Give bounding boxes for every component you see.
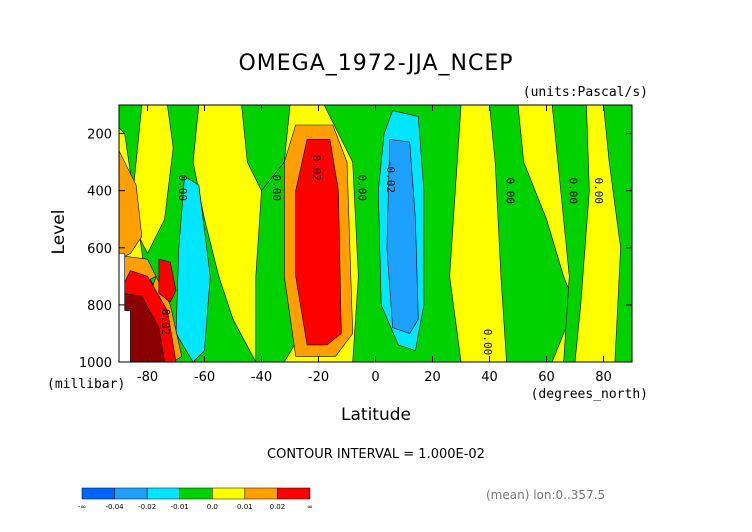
contour-region-17 [158, 258, 177, 303]
x-tick-label: 40 [481, 370, 498, 385]
contour-label: 0.00 [355, 175, 368, 202]
contour-interval-text: CONTOUR INTERVAL = 1.000E-02 [267, 447, 485, 462]
contour-label: 0.00 [176, 175, 189, 202]
colorbar-swatch [277, 487, 311, 500]
contour-label: 0.00 [481, 329, 494, 356]
x-tick-label: -20 [308, 370, 329, 385]
colorbar-swatch [212, 487, 246, 500]
chart-title: OMEGA_1972-JJA_NCEP [238, 51, 513, 76]
units-label: (units:Pascal/s) [523, 85, 648, 100]
x-tick-label: -40 [251, 370, 272, 385]
contour-label: 0.00 [270, 175, 283, 202]
y-axis-label: Level [49, 210, 69, 255]
x-tick-label: 60 [538, 370, 555, 385]
x-unit-label: (degrees_north) [531, 387, 648, 402]
y-tick-label: 400 [87, 185, 112, 200]
y-unit-label: (millibar) [47, 377, 125, 392]
colorbar-label: -0.02 [138, 503, 156, 511]
y-tick-label: 600 [87, 242, 112, 257]
colorbar-swatch [244, 487, 278, 500]
x-axis: -80 -60 -40 -20 0 20 40 60 80 [137, 105, 612, 385]
colorbar-label: ∞ [307, 503, 313, 511]
x-tick-label: -80 [137, 370, 158, 385]
x-tick-label: 80 [595, 370, 612, 385]
y-tick-label: 1000 [79, 356, 112, 371]
colorbar-swatch [114, 487, 148, 500]
x-tick-label: -60 [194, 370, 215, 385]
y-tick-label: 200 [87, 128, 112, 143]
colorbar: -∞ -0.04 -0.02 -0.01 0.0 0.01 0.02 ∞ [78, 487, 313, 511]
colorbar-label: 0.01 [237, 503, 253, 511]
contour-region-14 [295, 139, 342, 346]
y-tick-label: 800 [87, 299, 112, 314]
colorbar-swatch [81, 487, 115, 500]
colorbar-label: -∞ [78, 503, 86, 511]
contour-region-7 [551, 104, 590, 363]
colorbar-label: -0.01 [171, 503, 189, 511]
plot-area [118, 104, 633, 363]
contour-label: 0.02 [310, 155, 323, 182]
colorbar-label: 0.02 [270, 503, 286, 511]
contour-label: 0.00 [504, 177, 517, 204]
contour-region-12 [386, 138, 419, 334]
x-axis-label: Latitude [341, 405, 411, 425]
footer-text: (mean) lon:0..357.5 [486, 488, 605, 502]
x-tick-label: 20 [424, 370, 441, 385]
contour-region-20 [149, 275, 157, 286]
contour-label: 0.00 [592, 177, 605, 204]
contour-labels: 0.00 0.00 0.02 0.00 -0.02 0.00 0.00 0.00 0.00 0.0… [159, 155, 605, 356]
x-tick-label: 0 [371, 370, 379, 385]
colorbar-label: 0.0 [207, 503, 218, 511]
y-axis: 200 400 600 800 1000 [79, 128, 632, 371]
contour-region-10 [175, 175, 211, 363]
contour-label: 0.02 [159, 309, 172, 336]
contour-label: 0.00 [566, 177, 579, 204]
colorbar-label: -0.04 [106, 503, 125, 511]
contour-label: -0.02 [384, 160, 397, 193]
colorbar-swatch [146, 487, 180, 500]
colorbar-swatch [179, 487, 213, 500]
